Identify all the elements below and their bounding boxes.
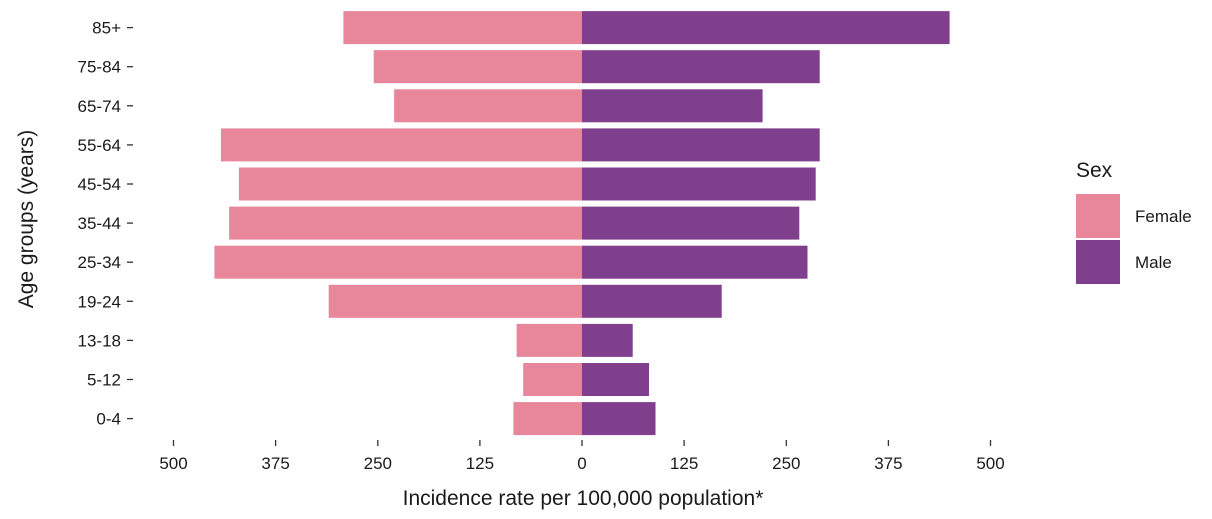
bar-male-35-44 [582, 206, 800, 240]
x-tick-label-2: 250 [364, 454, 392, 473]
legend-title: Sex [1076, 159, 1113, 182]
legend-label-female: Female [1135, 207, 1192, 226]
y-tick-label-19-24: 19-24 [78, 292, 121, 311]
x-axis-title: Incidence rate per 100,000 population* [403, 487, 764, 510]
y-axis-title: Age groups (years) [15, 130, 38, 309]
y-tick-label-55-64: 55-64 [78, 136, 121, 155]
y-tick-label-65-74: 65-74 [78, 97, 121, 116]
bar-male-0-4 [582, 402, 656, 436]
bar-male-25-34 [582, 245, 808, 279]
bar-female-35-44 [229, 206, 582, 240]
bar-male-5-12 [582, 363, 649, 396]
bar-male-45-54 [582, 167, 816, 201]
x-tick-label-4: 0 [577, 454, 586, 473]
bar-female-0-4 [513, 402, 582, 436]
x-tick-label-1: 375 [261, 454, 289, 473]
bar-male-19-24 [582, 284, 722, 318]
bar-female-85+ [343, 11, 582, 45]
bars-layer [214, 11, 950, 436]
bar-male-75-84 [582, 50, 820, 84]
x-tick-label-7: 375 [874, 454, 902, 473]
legend-items: Female Male [1076, 194, 1192, 284]
bar-male-85+ [582, 11, 950, 45]
y-tick-label-35-44: 35-44 [78, 214, 121, 233]
bar-male-13-18 [582, 323, 633, 357]
x-tick-label-6: 250 [772, 454, 800, 473]
x-tick-label-0: 500 [159, 454, 187, 473]
bar-female-65-74 [394, 89, 582, 123]
x-axis: 500 375 250 125 0 125 250 375 500 [159, 440, 1005, 473]
bar-female-19-24 [328, 284, 582, 318]
x-tick-label-8: 500 [976, 454, 1004, 473]
y-tick-label-25-34: 25-34 [78, 253, 121, 272]
y-tick-label-85+: 85+ [92, 19, 121, 38]
y-tick-label-0-4: 0-4 [96, 410, 121, 429]
y-axis: 0-4 5-12 13-18 19-24 25-34 35-44 45-54 55-64 65-… [78, 19, 133, 429]
legend-label-male: Male [1135, 253, 1172, 272]
bar-female-25-34 [214, 245, 582, 279]
bar-female-5-12 [523, 363, 582, 396]
bar-female-45-54 [238, 167, 582, 201]
bar-female-13-18 [516, 323, 582, 357]
legend-swatch-female [1076, 194, 1120, 238]
bar-male-65-74 [582, 89, 763, 123]
bar-male-55-64 [582, 128, 820, 162]
legend-swatch-male [1076, 240, 1120, 284]
y-tick-label-45-54: 45-54 [78, 175, 121, 194]
bar-female-55-64 [220, 128, 582, 162]
y-tick-label-75-84: 75-84 [78, 58, 121, 77]
x-tick-label-3: 125 [466, 454, 494, 473]
y-tick-label-13-18: 13-18 [78, 331, 121, 350]
x-tick-label-5: 125 [670, 454, 698, 473]
y-tick-label-5-12: 5-12 [87, 371, 121, 390]
bar-female-75-84 [373, 50, 582, 84]
legend: Sex Female Male [1076, 159, 1192, 284]
